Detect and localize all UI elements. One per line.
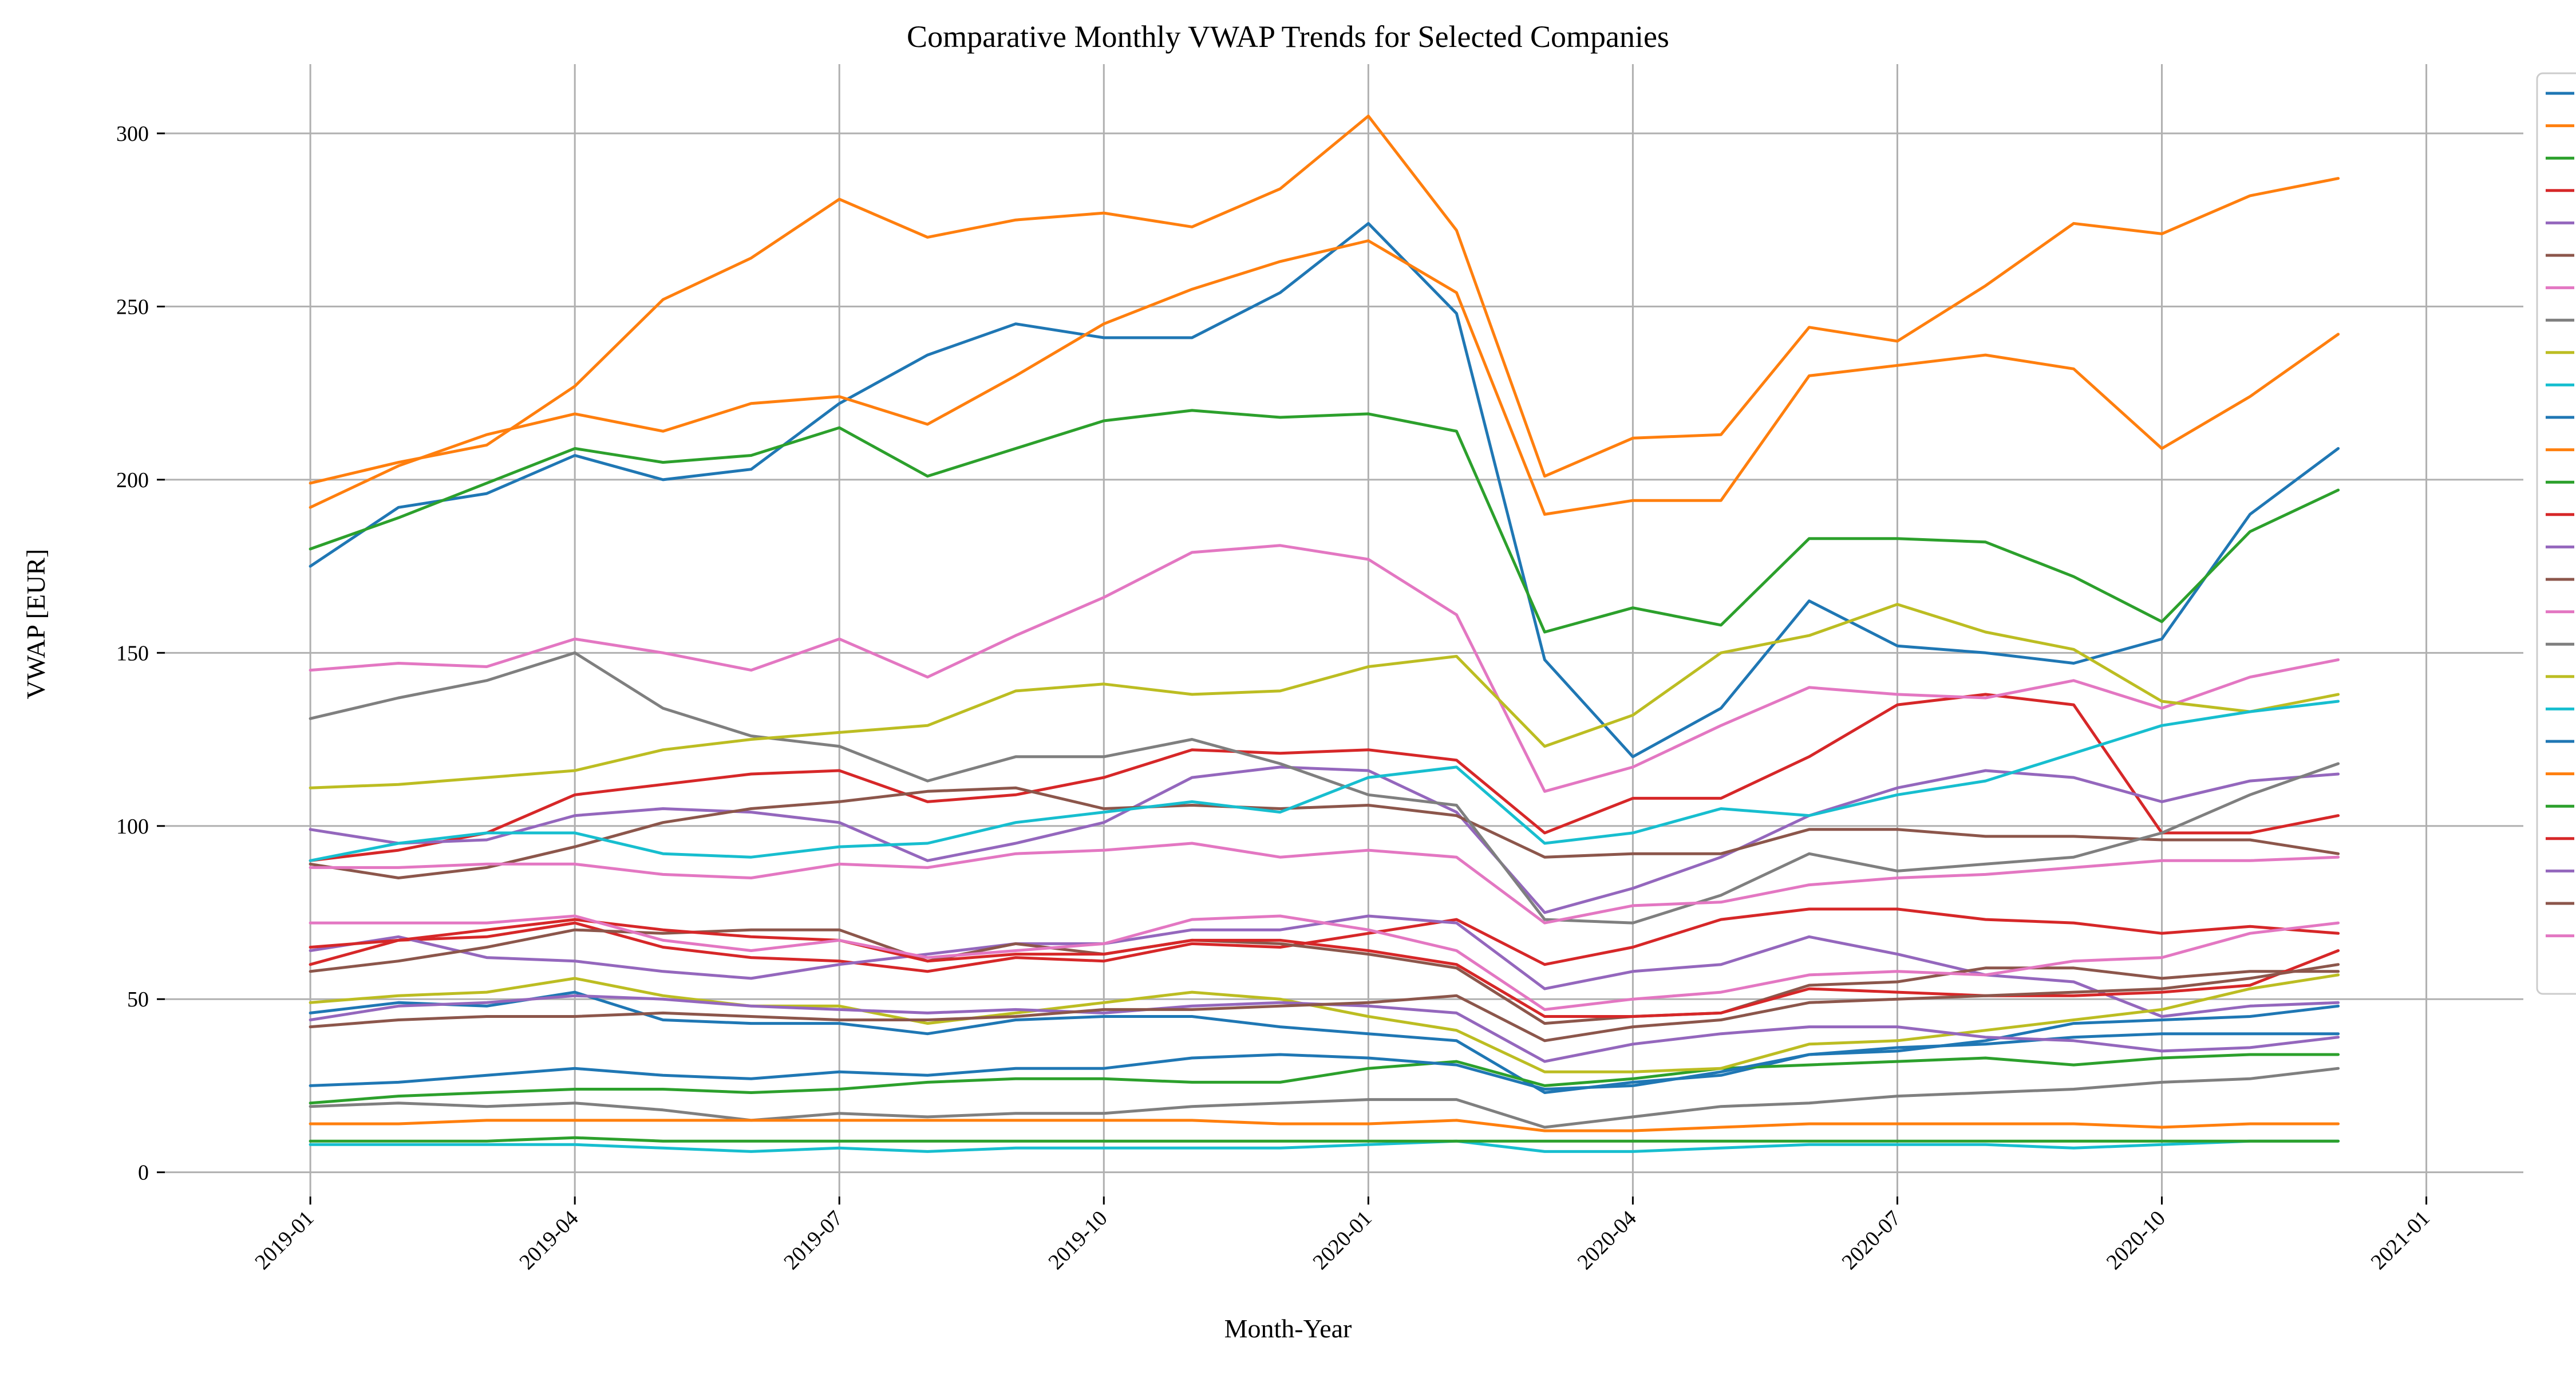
series-line bbox=[309, 786, 2340, 879]
x-tick-label: 2020-10 bbox=[2102, 1206, 2170, 1274]
series-line bbox=[309, 928, 2340, 1025]
y-axis-label: VWAP [EUR] bbox=[21, 549, 50, 700]
series-line bbox=[309, 222, 2340, 759]
x-axis-label: Month-Year bbox=[1224, 1314, 1352, 1343]
y-tick-label: 200 bbox=[116, 468, 149, 492]
series-line bbox=[309, 114, 2340, 485]
series-line bbox=[309, 973, 2340, 1073]
x-tick-label: 2019-07 bbox=[779, 1206, 847, 1274]
series-line bbox=[309, 914, 2340, 1011]
series-line bbox=[309, 1139, 2340, 1153]
series-line bbox=[309, 842, 2340, 925]
y-tick-label: 250 bbox=[116, 295, 149, 319]
x-tick-label: 2019-10 bbox=[1044, 1206, 1112, 1274]
series-line bbox=[309, 700, 2340, 862]
series-line bbox=[309, 409, 2340, 634]
y-tick-label: 100 bbox=[116, 815, 149, 839]
y-tick-label: 50 bbox=[127, 988, 149, 1012]
series-line bbox=[309, 603, 2340, 789]
series-line bbox=[309, 1067, 2340, 1129]
series-line bbox=[309, 1053, 2340, 1105]
y-tick-label: 300 bbox=[116, 122, 149, 146]
x-tick-label: 2019-01 bbox=[250, 1206, 318, 1274]
x-tick-label: 2019-04 bbox=[515, 1206, 583, 1274]
legend-frame bbox=[2536, 72, 2576, 995]
chart-title: Comparative Monthly VWAP Trends for Sele… bbox=[907, 19, 1669, 54]
series-line bbox=[309, 544, 2340, 793]
x-tick-label: 2020-01 bbox=[1308, 1206, 1376, 1274]
grid-lines bbox=[165, 64, 2523, 1197]
series-line bbox=[309, 1032, 2340, 1091]
series-lines bbox=[309, 114, 2340, 1153]
y-tick-label: 0 bbox=[138, 1161, 149, 1185]
series-line bbox=[309, 239, 2340, 516]
x-tick-label: 2020-07 bbox=[1838, 1206, 1906, 1274]
x-tick-label: 2020-04 bbox=[1573, 1206, 1641, 1274]
series-line bbox=[309, 1119, 2340, 1132]
series-line bbox=[309, 1136, 2340, 1143]
legend bbox=[2536, 72, 2576, 995]
y-tick-label: 150 bbox=[116, 641, 149, 665]
x-tick-label: 2021-01 bbox=[2366, 1206, 2435, 1274]
series-line bbox=[309, 765, 2340, 914]
series-line bbox=[309, 907, 2340, 973]
series-line bbox=[309, 963, 2340, 1043]
series-line bbox=[309, 651, 2340, 925]
